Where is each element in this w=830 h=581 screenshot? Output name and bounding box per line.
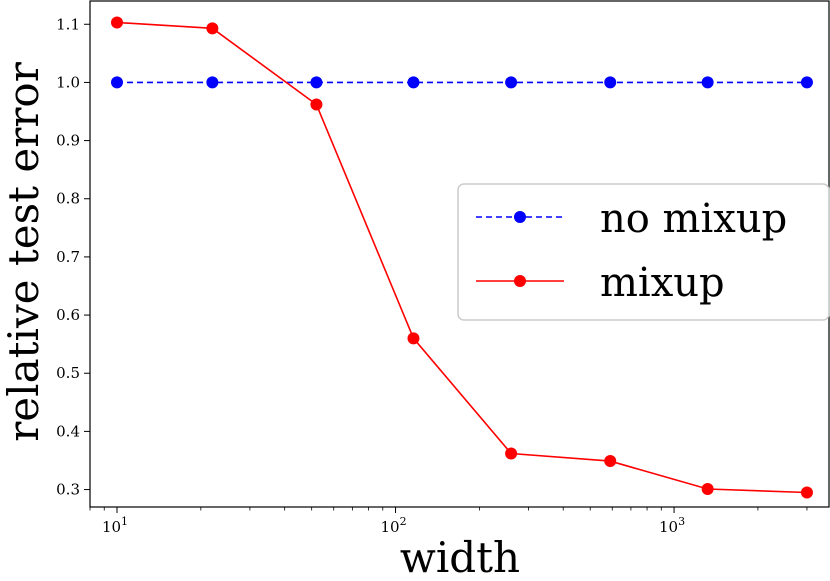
- y-tick-label: 0.9: [56, 132, 80, 150]
- legend-marker-no-mixup: [514, 211, 526, 223]
- legend-label-no-mixup: no mixup: [600, 196, 787, 242]
- data-point-no-mixup: [800, 76, 813, 89]
- y-axis-title: relative test error: [0, 61, 48, 441]
- y-tick-label: 0.7: [56, 248, 80, 266]
- data-point-mixup: [407, 332, 420, 345]
- data-point-mixup: [800, 486, 813, 499]
- legend-label-mixup: mixup: [600, 260, 725, 306]
- legend-box: [457, 183, 830, 321]
- data-point-mixup: [110, 16, 123, 29]
- series-layer: [110, 16, 813, 499]
- x-tick-label: 103: [659, 515, 685, 536]
- y-tick-label: 0.8: [56, 190, 80, 208]
- y-tick-label: 0.5: [56, 364, 80, 382]
- data-point-no-mixup: [110, 76, 123, 89]
- y-tick-label: 1.0: [56, 73, 80, 91]
- x-axis-ticks: 101 102 103: [89, 507, 808, 536]
- data-point-mixup: [604, 455, 617, 468]
- y-tick-label: 1.1: [56, 15, 80, 33]
- y-axis-ticks: 0.3 0.4 0.5 0.6 0.7 0.8 0.9 1.0 1.1: [56, 15, 90, 499]
- data-point-no-mixup: [407, 76, 420, 89]
- data-point-mixup: [701, 482, 714, 495]
- data-point-no-mixup: [310, 76, 323, 89]
- data-point-mixup: [206, 22, 219, 35]
- y-tick-label: 0.3: [56, 481, 80, 499]
- data-point-no-mixup: [604, 76, 617, 89]
- data-point-mixup: [505, 447, 518, 460]
- x-axis-title: width: [400, 533, 520, 581]
- series-line-mixup: [116, 21, 807, 494]
- data-point-no-mixup: [701, 76, 714, 89]
- data-point-mixup: [310, 98, 323, 111]
- data-point-no-mixup: [505, 76, 518, 89]
- legend: no mixup mixup: [457, 183, 830, 321]
- x-tick-label: 101: [102, 515, 128, 536]
- y-tick-label: 0.6: [56, 306, 80, 324]
- y-tick-label: 0.4: [56, 422, 80, 440]
- legend-marker-mixup: [514, 275, 526, 287]
- data-point-no-mixup: [206, 76, 219, 89]
